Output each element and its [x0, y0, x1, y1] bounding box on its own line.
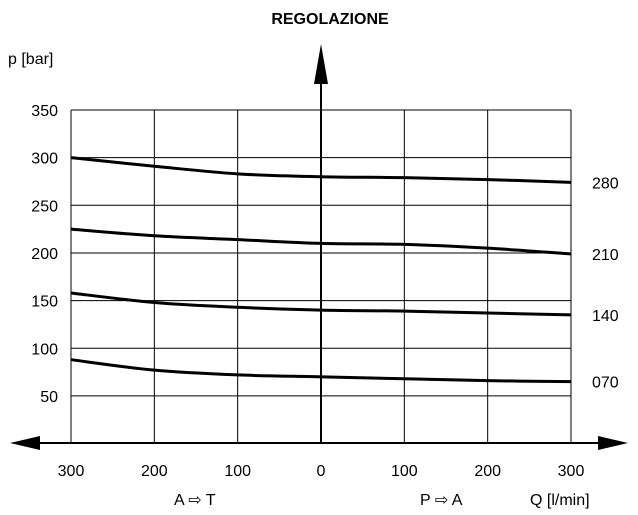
y-tick-label: 350: [31, 103, 58, 120]
y-tick-label: 50: [40, 389, 58, 406]
y-axis-arrow: [314, 44, 328, 84]
series-lines: [70, 156, 572, 384]
series-label-070: 070: [592, 375, 619, 392]
flow-direction-left-label: A ⇨ T: [174, 492, 216, 509]
y-tick-label: 250: [31, 198, 58, 215]
y-tick-label: 200: [31, 246, 58, 263]
y-tick-label: 150: [31, 294, 58, 311]
series-line-210: [70, 227, 572, 256]
x-tick-label: 300: [558, 463, 585, 480]
x-axis-left-arrow: [10, 436, 40, 450]
flow-direction-right-label: P ⇨ A: [420, 492, 463, 509]
series-label-140: 140: [592, 308, 619, 325]
y-tick-label: 300: [31, 151, 58, 168]
x-tick-label: 300: [58, 463, 85, 480]
chart-title: REGOLAZIONE: [271, 11, 389, 28]
x-tick-label: 100: [391, 463, 418, 480]
x-tick-label: 200: [141, 463, 168, 480]
x-axis-label: Q [l/min]: [530, 492, 590, 509]
axes: [10, 44, 628, 450]
x-tick-label: 100: [224, 463, 251, 480]
series-line-140: [70, 291, 572, 317]
tick-labels: 280 210 140 070 350 300 250 200 150 100 50 300 200 10…: [31, 103, 619, 480]
y-axis-label: p [bar]: [8, 51, 53, 68]
y-tick-label: 100: [31, 341, 58, 358]
x-axis-right-arrow: [598, 436, 628, 450]
x-tick-label: 200: [474, 463, 501, 480]
series-label-280: 280: [592, 175, 619, 192]
x-tick-label: 0: [317, 463, 326, 480]
series-line-070: [70, 358, 572, 384]
series-label-210: 210: [592, 247, 619, 264]
series-line-280: [70, 156, 572, 184]
